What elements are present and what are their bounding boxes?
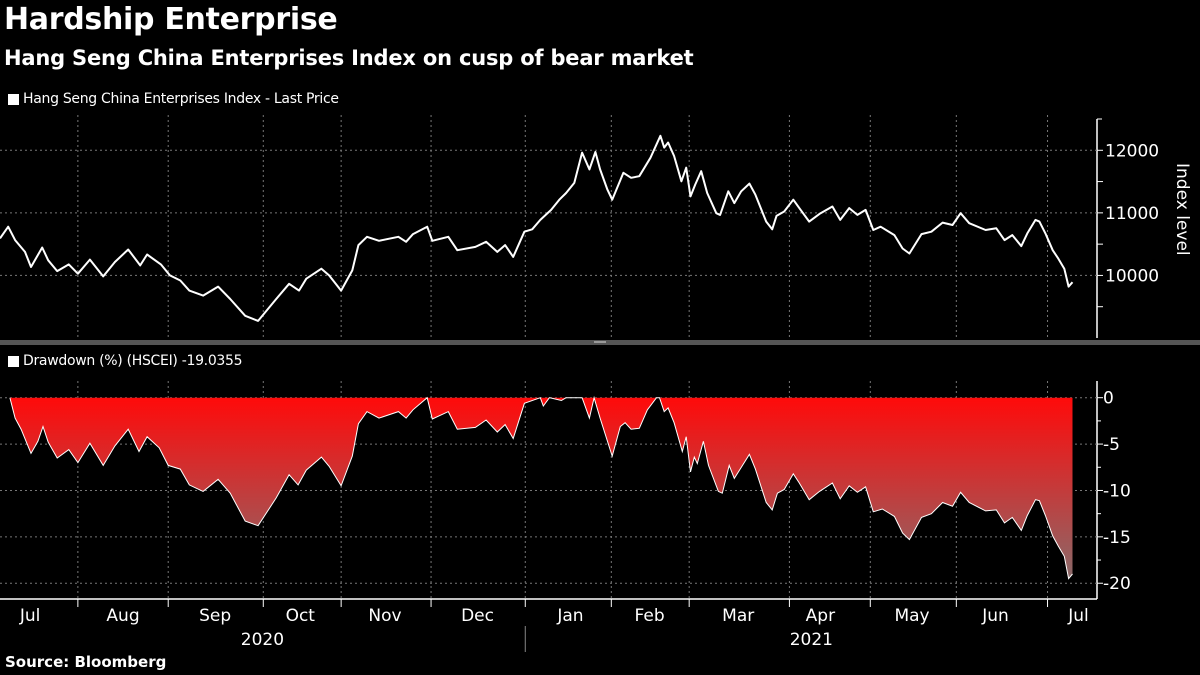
x-month-label: Jul [1067,606,1089,626]
price-line [0,134,1074,322]
drawdown-y-tick-label: -20 [1103,574,1131,594]
chart-title: Hardship Enterprise [4,2,338,37]
drawdown-legend: Drawdown (%) (HSCEI) -19.0355 [8,353,243,369]
y-axis-label: Index level [1172,163,1192,256]
x-month-label: Apr [806,606,835,626]
price-legend: Hang Seng China Enterprises Index - Last… [8,91,339,107]
x-month-label: Aug [106,606,139,626]
chart-subtitle: Hang Seng China Enterprises Index on cus… [4,46,694,70]
price-panel: 10000 11000 12000 [0,115,1159,338]
drawdown-edge-line [9,395,1073,580]
x-axis: Jul Aug Sep Oct Nov Dec Jan Feb Mar Apr May Jun Jul 2… [19,599,1089,652]
drawdown-y-tick-label: -10 [1103,481,1131,501]
x-month-label: Sep [199,606,231,626]
panel-divider-handle[interactable] [594,341,606,343]
x-year-label: 2020 [241,630,284,650]
x-month-label: Mar [722,606,754,626]
drawdown-area [9,397,1073,579]
x-month-label: Nov [368,606,401,626]
x-month-label: Dec [461,606,494,626]
drawdown-y-tick-label: -5 [1103,435,1120,455]
legend-swatch-white [8,93,19,105]
price-y-tick-label: 11000 [1105,204,1159,224]
x-year-label: 2021 [790,630,833,650]
x-month-label: May [894,606,929,626]
price-y-tick-label: 12000 [1105,141,1159,161]
x-month-label: Feb [635,606,665,626]
drawdown-y-tick-label: -15 [1103,528,1131,548]
legend-swatch-white [8,355,19,367]
drawdown-legend-label: Drawdown (%) (HSCEI) -19.0355 [23,353,243,369]
x-month-label: Oct [286,606,316,626]
drawdown-y-tick-label: 0 [1103,389,1114,409]
price-legend-label: Hang Seng China Enterprises Index - Last… [23,91,339,107]
drawdown-panel: 0 -5 -10 -15 -20 [0,381,1131,600]
x-month-label: Jan [556,606,583,626]
price-y-tick-label: 10000 [1105,266,1159,286]
x-month-label: Jul [19,606,41,626]
x-month-label: Jun [981,606,1009,626]
source-note: Source: Bloomberg [5,653,167,671]
